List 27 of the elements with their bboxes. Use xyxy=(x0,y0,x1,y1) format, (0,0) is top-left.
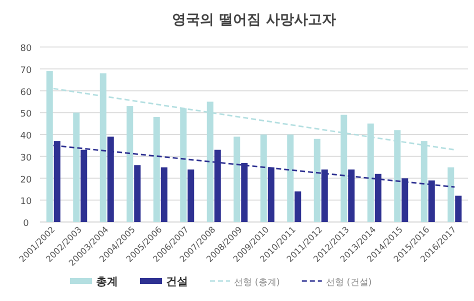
bar xyxy=(260,134,267,222)
legend-label: 총계 xyxy=(96,275,118,288)
y-tick-label: 10 xyxy=(20,197,32,208)
y-tick-label: 0 xyxy=(23,219,30,229)
y-tick-label: 30 xyxy=(20,153,32,164)
legend-label: 선형 (총계) xyxy=(234,278,280,288)
bar xyxy=(455,196,462,222)
y-tick-label: 80 xyxy=(20,44,32,54)
bar xyxy=(153,117,160,222)
bar xyxy=(188,170,194,222)
y-tick-label: 40 xyxy=(20,132,32,142)
y-tick-label: 70 xyxy=(20,66,32,76)
bar xyxy=(448,167,454,222)
bar xyxy=(234,136,240,222)
y-tick-label: 20 xyxy=(20,175,32,186)
bar xyxy=(287,134,294,222)
bar xyxy=(134,165,141,222)
bar xyxy=(73,112,80,222)
bar xyxy=(126,106,134,222)
bar xyxy=(294,191,302,222)
y-tick-label: 50 xyxy=(20,110,32,120)
bar xyxy=(314,138,320,222)
y-tick-label: 60 xyxy=(20,88,32,98)
chart-title: 영국의 떨어짐 사망사고자 xyxy=(172,12,336,28)
legend-label: 건설 xyxy=(166,275,188,288)
bar xyxy=(160,167,168,222)
legend-label: 선형 (건설) xyxy=(326,278,372,288)
